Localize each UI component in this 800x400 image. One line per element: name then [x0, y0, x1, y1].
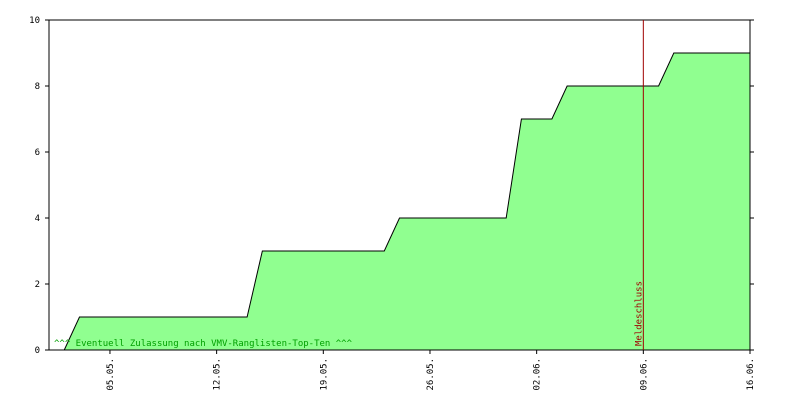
- x-tick-label: 26.05.: [426, 358, 436, 391]
- x-tick-label: 12.05.: [213, 358, 223, 391]
- x-tick-label: 16.06.: [746, 358, 756, 391]
- annotation: ^^^ Eventuell Zulassung nach VMV-Ranglis…: [54, 339, 353, 349]
- y-tick-label: 2: [35, 280, 40, 290]
- y-tick-label: 4: [35, 214, 40, 224]
- x-tick-label: 19.05.: [319, 358, 329, 391]
- x-tick-label: 05.05.: [106, 358, 116, 391]
- plot-frame: [48, 19, 751, 351]
- x-tick-label: 02.06.: [533, 358, 543, 391]
- y-tick-label: 8: [35, 82, 40, 92]
- y-tick-label: 10: [29, 16, 40, 26]
- deadline-label: Meldeschluss: [634, 281, 644, 346]
- line: [63, 52, 750, 351]
- y-tick-label: 6: [35, 148, 40, 158]
- area: [64, 53, 750, 350]
- y-tick-label: 0: [35, 346, 40, 356]
- x-tick-label: 09.06.: [639, 358, 649, 391]
